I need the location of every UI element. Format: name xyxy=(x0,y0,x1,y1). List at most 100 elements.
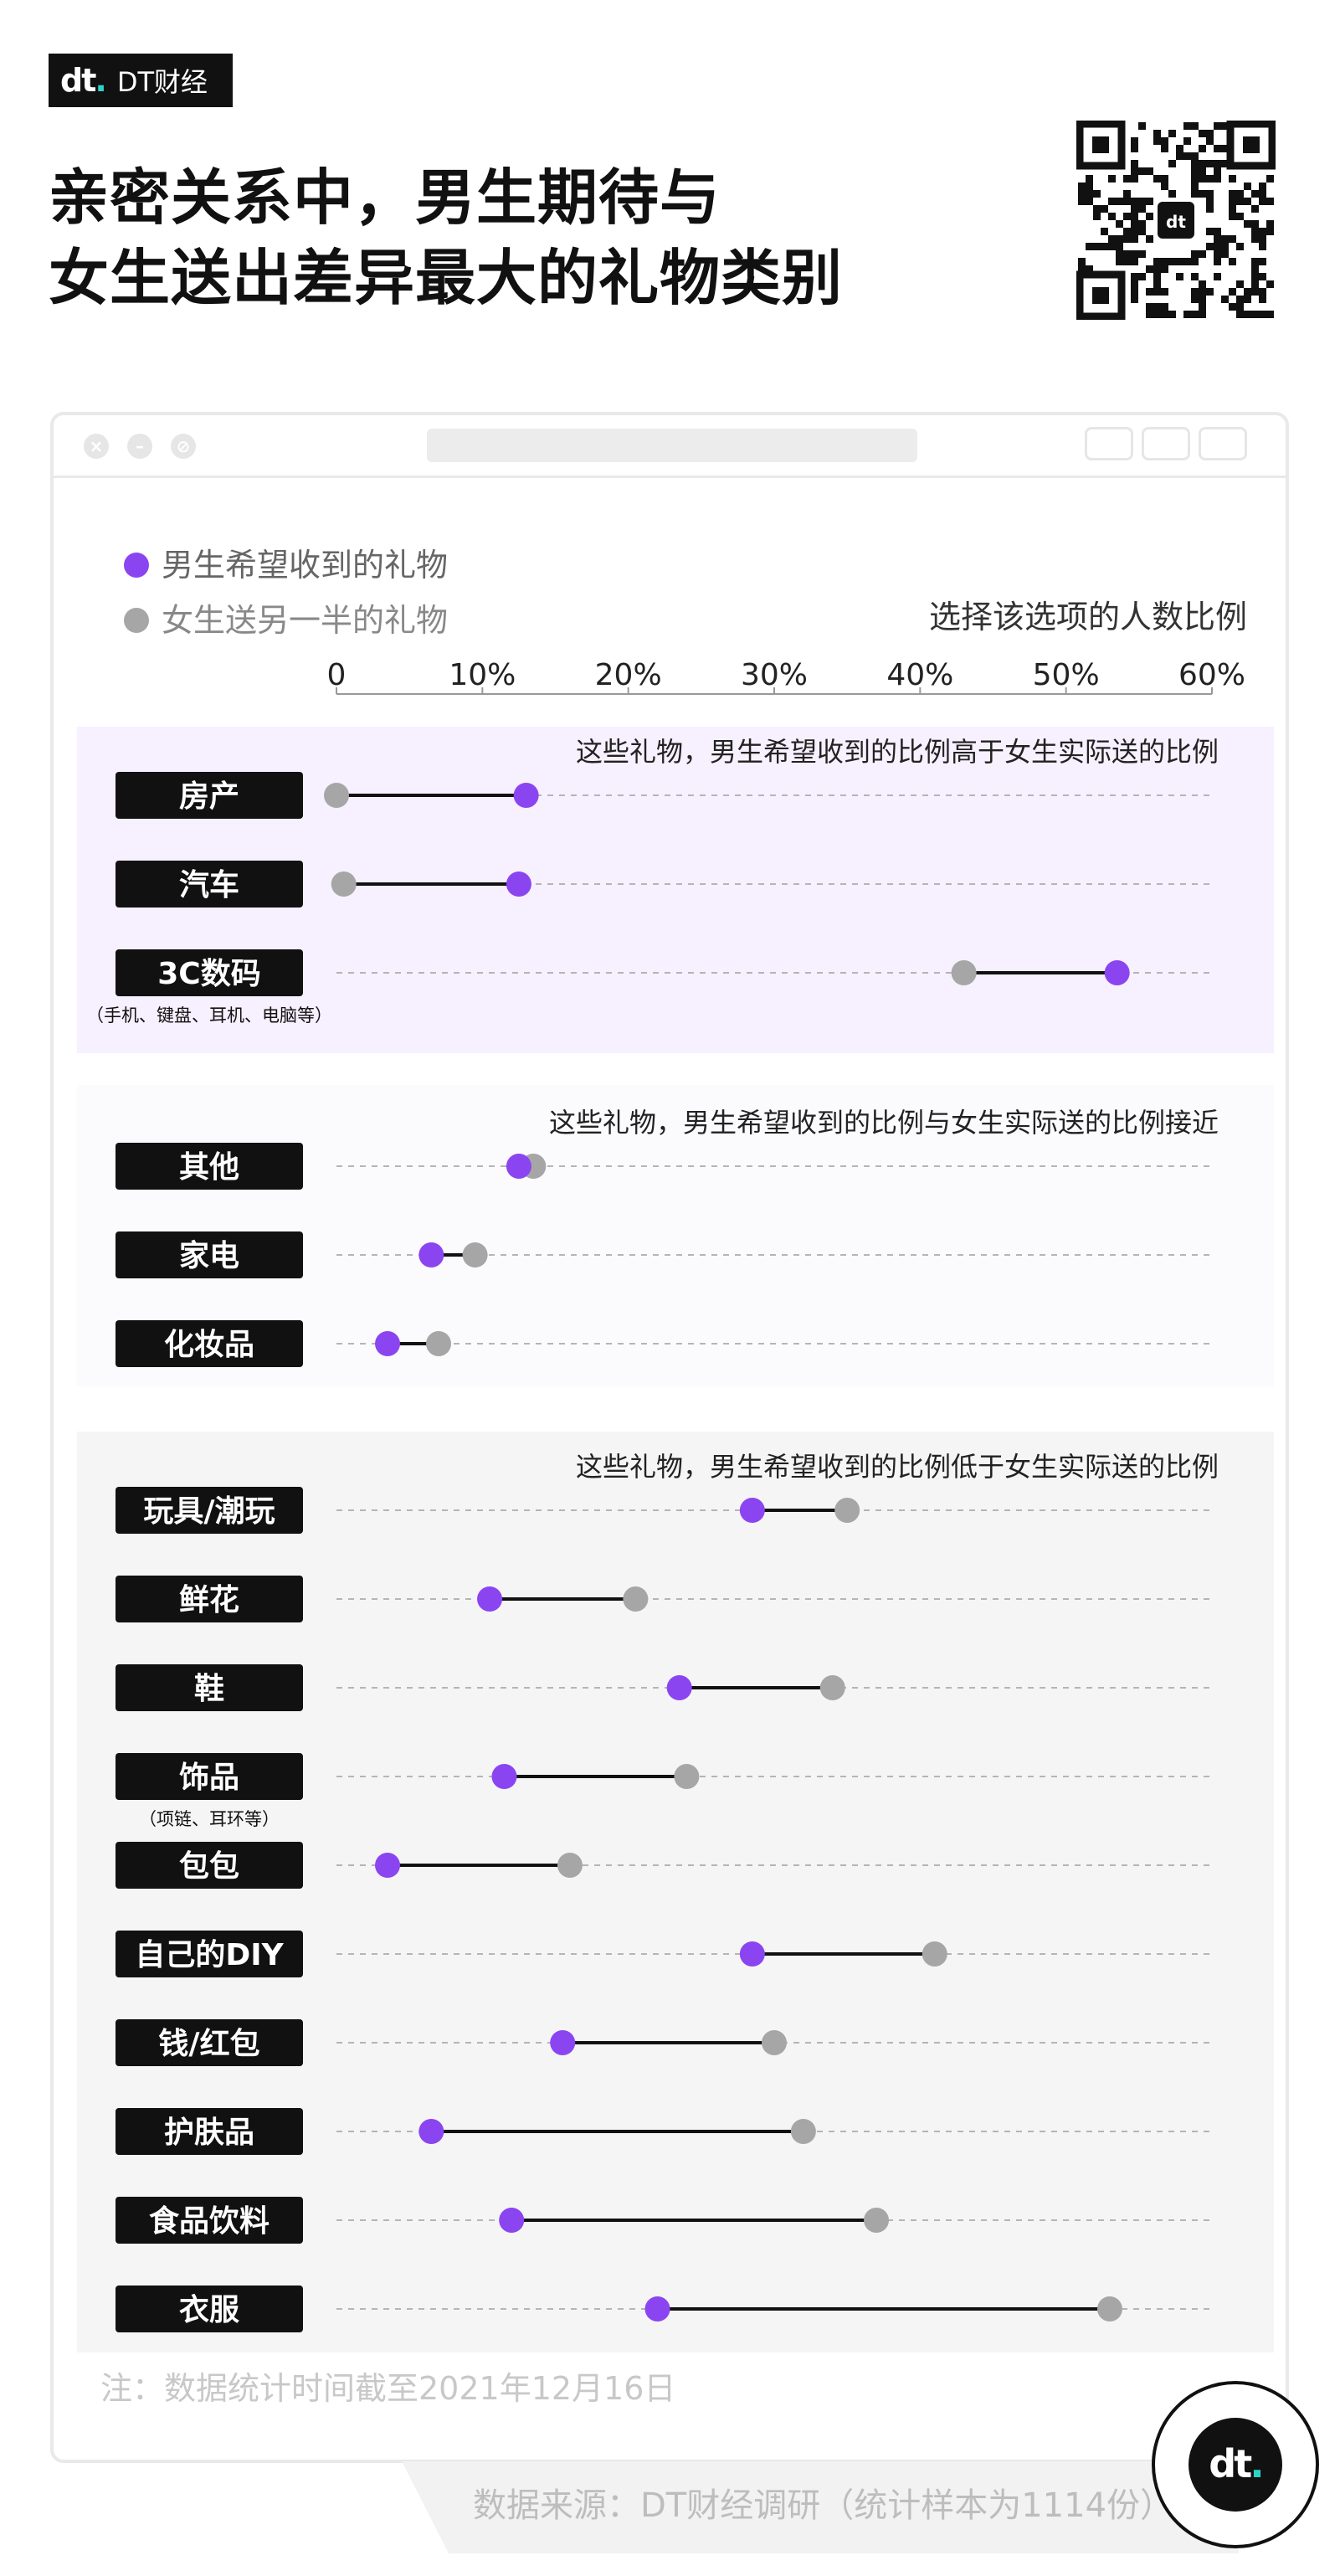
window-toolbar: × – ⊘ xyxy=(54,415,1286,478)
data-source: 数据来源：DT财经调研（统计样本为1114份） xyxy=(473,2486,1174,2525)
category-label: 自己的DIY xyxy=(135,1938,284,1972)
category-sublabel: （项链、耳环等） xyxy=(139,1809,280,1829)
male-point xyxy=(666,1675,692,1700)
title-line-2: 女生送出差异最大的礼物类别 xyxy=(49,243,844,313)
female-point xyxy=(623,1586,649,1612)
group-label: 这些礼物，男生希望收到的比例与女生实际送的比例接近 xyxy=(549,1107,1219,1139)
x-axis-label: 选择该选项的人数比例 xyxy=(929,599,1247,635)
male-point xyxy=(418,2119,444,2144)
category-label-box xyxy=(116,1143,303,1190)
category-label: 护肤品 xyxy=(164,2116,254,2150)
category-label-box xyxy=(116,2108,303,2155)
female-point xyxy=(819,1675,845,1700)
group-label: 这些礼物，男生希望收到的比例低于女生实际送的比例 xyxy=(576,1451,1219,1483)
male-point xyxy=(418,1242,444,1267)
male-point xyxy=(513,783,539,808)
legend-label-female: 女生送另一半的礼物 xyxy=(162,602,448,639)
male-point xyxy=(644,2296,670,2321)
category-label: 饰品 xyxy=(179,1761,239,1795)
category-label: 其他 xyxy=(179,1150,239,1185)
female-point xyxy=(762,2030,787,2055)
legend-swatch-female xyxy=(124,608,149,633)
female-point xyxy=(790,2119,816,2144)
female-point xyxy=(462,1242,488,1267)
brand-badge: dt. xyxy=(1152,2381,1319,2548)
category-label-box xyxy=(116,2019,303,2066)
x-tick-label: 10% xyxy=(449,658,516,692)
x-tick-label: 30% xyxy=(741,658,808,692)
category-label: 房产 xyxy=(179,779,239,814)
female-point xyxy=(324,783,349,808)
category-sublabel: （手机、键盘、耳机、电脑等） xyxy=(86,1005,332,1026)
male-point xyxy=(375,1331,401,1356)
address-bar xyxy=(427,429,917,462)
x-tick-label: 20% xyxy=(595,658,662,692)
brand-logo: dt. DT财经 xyxy=(49,54,233,107)
category-label: 衣服 xyxy=(179,2293,239,2327)
copy-icon xyxy=(1199,427,1247,460)
female-point xyxy=(331,872,357,897)
male-point xyxy=(506,872,531,897)
male-point xyxy=(1104,960,1130,985)
male-point xyxy=(739,1498,765,1523)
legend-label-male: 男生希望收到的礼物 xyxy=(162,547,448,584)
male-point xyxy=(550,2030,576,2055)
female-point xyxy=(426,1331,452,1356)
page-title: 亲密关系中，男生期待与 女生送出差异最大的礼物类别 xyxy=(49,157,843,318)
category-label: 化妆品 xyxy=(164,1328,254,1362)
legend-swatch-male xyxy=(124,553,149,578)
title-line-1: 亲密关系中，男生期待与 xyxy=(49,162,721,233)
x-tick-label: 0 xyxy=(327,658,347,692)
female-point xyxy=(864,2208,890,2233)
x-tick-label: 50% xyxy=(1033,658,1100,692)
category-label-box xyxy=(116,2197,303,2244)
qr-code: dt xyxy=(1076,121,1276,320)
female-point xyxy=(674,1764,700,1789)
category-label-box xyxy=(116,1664,303,1711)
chart-window: × – ⊘ xyxy=(50,412,1289,2463)
category-label-box xyxy=(116,1931,303,1977)
source-bar xyxy=(402,2461,1239,2553)
record-icon xyxy=(1085,427,1133,460)
male-point xyxy=(375,1853,401,1878)
category-label: 家电 xyxy=(179,1239,239,1273)
female-point xyxy=(1096,2296,1122,2321)
group-label: 这些礼物，男生希望收到的比例高于女生实际送的比例 xyxy=(576,736,1219,768)
x-tick-label: 60% xyxy=(1178,658,1245,692)
category-label-box xyxy=(116,1320,303,1367)
male-point xyxy=(739,1941,765,1967)
category-label-box xyxy=(116,1576,303,1622)
category-label: 食品饮料 xyxy=(149,2204,270,2239)
category-label: 汽车 xyxy=(179,868,239,902)
female-point xyxy=(951,960,977,985)
category-label: 包包 xyxy=(179,1849,239,1884)
male-point xyxy=(506,1154,531,1179)
category-label-box xyxy=(116,772,303,819)
footnote: 注：数据统计时间截至2021年12月16日 xyxy=(100,2370,676,2407)
share-icon xyxy=(1142,427,1190,460)
category-label-box xyxy=(116,861,303,908)
block-icon: ⊘ xyxy=(171,434,196,459)
category-label: 鞋 xyxy=(194,1672,224,1706)
category-label: 钱/红包 xyxy=(158,2027,259,2061)
category-label-box xyxy=(116,1842,303,1889)
female-point xyxy=(922,1941,947,1967)
category-label-box xyxy=(116,949,303,996)
male-point xyxy=(499,2208,525,2233)
brand-mark: dt. xyxy=(60,62,107,99)
brand-mark-text: dt xyxy=(60,62,96,99)
female-point xyxy=(834,1498,860,1523)
category-label: 鲜花 xyxy=(179,1583,239,1617)
category-label-box xyxy=(116,1753,303,1800)
brand-badge-mark: dt. xyxy=(1189,2418,1282,2512)
close-icon: × xyxy=(84,434,109,459)
brand-name: DT财经 xyxy=(116,66,208,98)
male-point xyxy=(491,1764,517,1789)
category-label: 3C数码 xyxy=(157,957,260,991)
minimize-icon: – xyxy=(127,434,152,459)
svg-text:dt: dt xyxy=(1166,212,1186,232)
category-label-box xyxy=(116,1231,303,1278)
x-tick-label: 40% xyxy=(886,658,953,692)
male-point xyxy=(477,1586,503,1612)
